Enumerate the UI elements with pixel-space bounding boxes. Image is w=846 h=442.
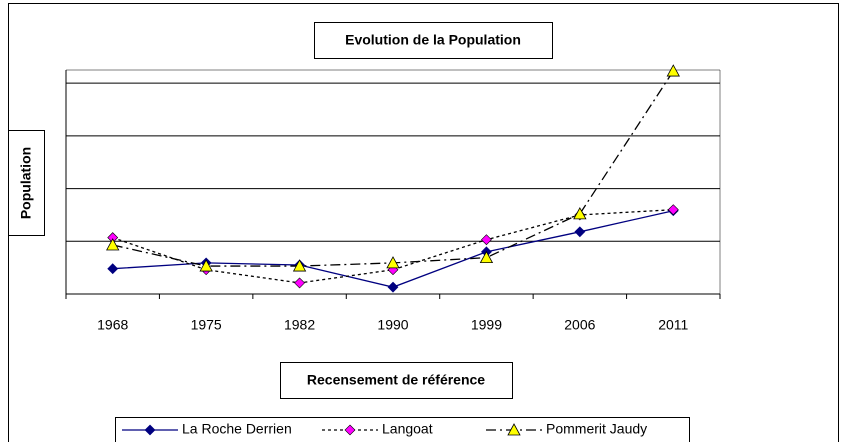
x-tick-label: 2011 bbox=[658, 317, 688, 333]
marker bbox=[573, 207, 587, 220]
x-tick-label: 1975 bbox=[191, 317, 222, 333]
y-axis-label: Population bbox=[18, 147, 34, 219]
x-tick-label: 1982 bbox=[284, 317, 315, 333]
x-label-box bbox=[280, 362, 513, 399]
x-tick-label: 1999 bbox=[471, 317, 502, 333]
marker bbox=[387, 281, 399, 293]
legend-label: La Roche Derrien bbox=[182, 421, 292, 437]
x-tick-label: 1968 bbox=[97, 317, 128, 333]
marker bbox=[292, 259, 307, 272]
legend-marker bbox=[144, 424, 156, 436]
x-axis-label: Recensement de référence bbox=[307, 372, 485, 388]
marker bbox=[294, 277, 305, 289]
legend-label: Pommerit Jaudy bbox=[546, 421, 647, 437]
marker bbox=[386, 256, 400, 269]
x-tick-label: 1990 bbox=[377, 317, 408, 333]
legend-marker bbox=[507, 423, 521, 436]
marker bbox=[479, 250, 494, 264]
legend-box bbox=[115, 417, 690, 442]
chart-title: Evolution de la Population bbox=[345, 32, 521, 48]
legend-marker bbox=[344, 424, 356, 436]
marker bbox=[107, 263, 119, 275]
marker bbox=[106, 238, 120, 251]
y-label-box bbox=[8, 130, 45, 236]
marker bbox=[199, 259, 213, 272]
marker bbox=[574, 226, 586, 238]
title-box bbox=[314, 22, 553, 59]
marker bbox=[667, 204, 679, 216]
marker bbox=[481, 234, 492, 246]
marker bbox=[666, 64, 680, 77]
legend-label: Langoat bbox=[382, 421, 433, 437]
x-tick-label: 2006 bbox=[564, 317, 595, 333]
